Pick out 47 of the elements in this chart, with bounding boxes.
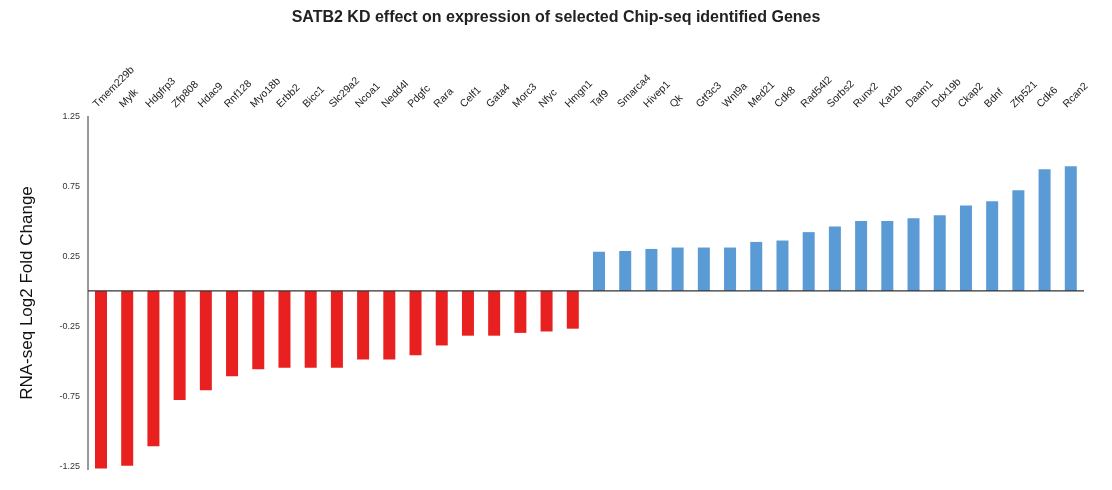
bar (330, 290, 343, 368)
bar (278, 290, 291, 368)
bar (173, 290, 186, 401)
y-tick-label: -0.75 (59, 391, 80, 402)
bar (121, 290, 134, 466)
bar (750, 241, 763, 291)
y-tick-label: 0.75 (62, 181, 80, 192)
bar (409, 290, 422, 356)
bar (488, 290, 501, 336)
bar (802, 232, 815, 291)
bar (619, 251, 632, 291)
bar (855, 220, 868, 291)
y-tick-label: 1.25 (62, 111, 80, 122)
bar (1038, 169, 1051, 291)
bar (435, 290, 448, 346)
bar (828, 226, 841, 291)
y-tick-label: -1.25 (59, 461, 80, 471)
bar (199, 290, 212, 391)
chart-title: SATB2 KD effect on expression of selected Chip-seq identified Genes (290, 8, 822, 26)
y-tick-label: 0.25 (62, 251, 80, 262)
bar (697, 247, 710, 291)
bar (776, 240, 789, 291)
bar (907, 218, 920, 291)
bar (514, 290, 527, 333)
bar (383, 290, 396, 360)
bar (566, 290, 579, 329)
x-tick-label: Qk (666, 90, 686, 110)
bar (671, 247, 684, 291)
bar (461, 290, 474, 336)
bar (1012, 190, 1025, 291)
bar (540, 290, 553, 332)
bar (933, 215, 946, 291)
y-tick-label: -0.25 (59, 321, 80, 332)
bar (147, 290, 160, 447)
bar (959, 205, 972, 291)
bar (986, 201, 999, 291)
bar (881, 220, 894, 291)
bar (1064, 166, 1077, 291)
bar (304, 290, 317, 368)
bar (645, 248, 658, 291)
bar (226, 290, 239, 377)
bar (724, 247, 737, 291)
y-axis-title: RNA-seq Log2 Fold Change (17, 186, 37, 400)
bar (357, 290, 370, 360)
bar (95, 290, 107, 469)
bar (252, 290, 265, 370)
bar (593, 251, 605, 291)
